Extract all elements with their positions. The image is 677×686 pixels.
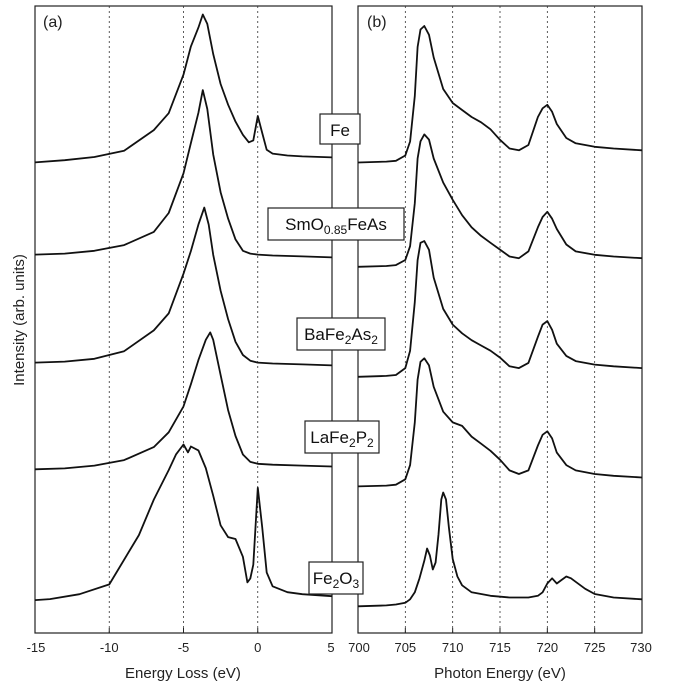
svg-text:Fe2O3: Fe2O3 [313, 569, 360, 591]
panel-a-tick-label: -15 [27, 640, 46, 655]
panel-a-tick-label: 0 [254, 640, 261, 655]
sample-label-bafe2as2: BaFe2As2 [296, 317, 386, 351]
svg-text:LaFe2P2: LaFe2P2 [310, 428, 374, 450]
panel-b-curve-bafe2as2 [357, 240, 643, 378]
panel-a-curves [34, 13, 333, 601]
panel-b-label: (b) [367, 14, 387, 31]
panel-b-curve-smo0-85feas [357, 133, 643, 268]
panel-a-tick-label: -5 [178, 640, 190, 655]
panel-b-curve-fe2o3 [357, 491, 643, 608]
panel-a-tick-label: -10 [100, 640, 119, 655]
sample-label-lafe2p2: LaFe2P2 [304, 420, 380, 454]
panel-a-curve-fe [34, 13, 333, 164]
panel-b-tick-label: 715 [489, 640, 511, 655]
svg-text:BaFe2As2: BaFe2As2 [304, 325, 378, 347]
panel-b-tick-label: 720 [536, 640, 558, 655]
sample-label-smo: SmO0.85FeAs [267, 207, 405, 241]
panel-b-curve-fe [357, 25, 643, 164]
panel-b-tick-label: 730 [630, 640, 652, 655]
y-axis-label: Intensity (arb. units) [11, 254, 28, 386]
panel-b-tick-label: 710 [442, 640, 464, 655]
panel-a-frame [34, 5, 333, 634]
panel-a-tick-label: 5 [327, 640, 334, 655]
svg-text:Fe: Fe [330, 121, 350, 140]
panel-a-curve-fe2o3 [34, 443, 333, 601]
panel-a-x-axis-label: Energy Loss (eV) [125, 665, 241, 682]
panel-b-tick-label: 705 [394, 640, 416, 655]
panel-b-curve-lafe2p2 [357, 357, 643, 488]
panel-a-label: (a) [43, 14, 63, 31]
sample-label-fe2o3: Fe2O3 [308, 561, 364, 595]
panel-b-tick-label: 725 [584, 640, 606, 655]
panel-a-curve-lafe2p2 [34, 331, 333, 471]
sample-label-fe: Fe [319, 113, 361, 145]
svg-text:SmO0.85FeAs: SmO0.85FeAs [285, 215, 387, 237]
panel-a-x-ticks: -15 -10 -5 0 5 [27, 628, 335, 655]
panel-b-tick-label: 700 [348, 640, 370, 655]
panel-b-grid [404, 6, 596, 633]
panel-b-frame [357, 5, 643, 634]
panel-b-x-ticks: 700 705 710 715 720 725 730 [348, 628, 652, 655]
panel-b-x-axis-label: Photon Energy (eV) [434, 665, 566, 682]
panel-a-curve-bafe2as2 [34, 206, 333, 367]
panel-a-curve-smo0-85feas [34, 89, 333, 259]
panel-b-curves [357, 25, 643, 608]
